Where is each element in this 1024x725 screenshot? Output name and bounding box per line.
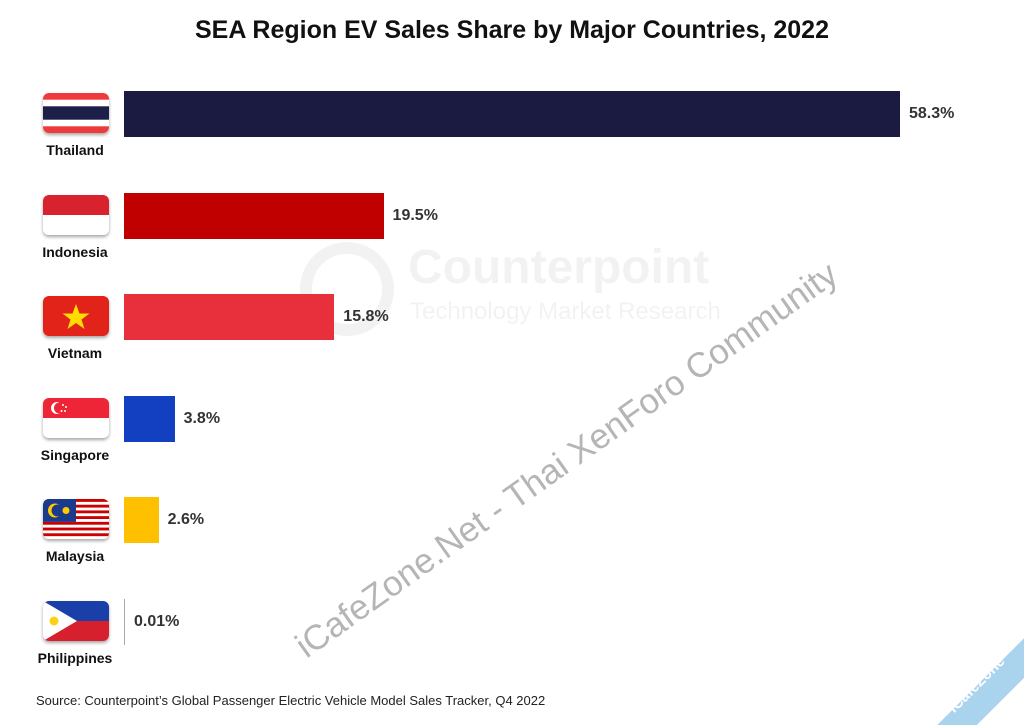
bar-indonesia bbox=[124, 192, 384, 239]
category-label-thailand: Thailand bbox=[46, 142, 104, 158]
value-label-malaysia: 2.6% bbox=[167, 511, 205, 529]
value-label-vietnam: 15.8% bbox=[343, 308, 389, 326]
value-label-indonesia: 19.5% bbox=[392, 206, 438, 224]
bar-philippines bbox=[124, 599, 125, 645]
vietnam-flag-icon bbox=[43, 296, 109, 337]
singapore-flag-icon bbox=[43, 397, 109, 438]
bar-malaysia bbox=[124, 497, 159, 544]
bar-thailand bbox=[124, 91, 900, 137]
chart-title: SEA Region EV Sales Share by Major Count… bbox=[194, 16, 829, 44]
watermark-counterpoint-sub: Technology Market Research bbox=[410, 298, 721, 325]
value-label-thailand: 58.3% bbox=[909, 105, 955, 122]
source-note: Source: Counterpoint’s Global Passenger … bbox=[36, 693, 546, 708]
philippines-flag-icon bbox=[43, 601, 109, 641]
bar-singapore bbox=[124, 395, 175, 442]
category-label-malaysia: Malaysia bbox=[45, 548, 105, 565]
category-label-indonesia: Indonesia bbox=[42, 243, 108, 260]
corner-ribbon: iCafeZone bbox=[900, 601, 1024, 725]
bar-vietnam bbox=[124, 294, 335, 341]
indonesia-flag-icon bbox=[43, 194, 109, 235]
value-label-singapore: 3.8% bbox=[183, 409, 221, 427]
thailand-flag-icon bbox=[43, 93, 109, 133]
category-label-vietnam: Vietnam bbox=[47, 345, 103, 362]
value-label-philippines: 0.01% bbox=[134, 613, 180, 630]
category-label-singapore: Singapore bbox=[40, 446, 110, 463]
category-label-philippines: Philippines bbox=[37, 650, 113, 666]
watermark-counterpoint: Counterpoint bbox=[408, 241, 710, 294]
malaysia-flag-icon bbox=[43, 499, 109, 540]
